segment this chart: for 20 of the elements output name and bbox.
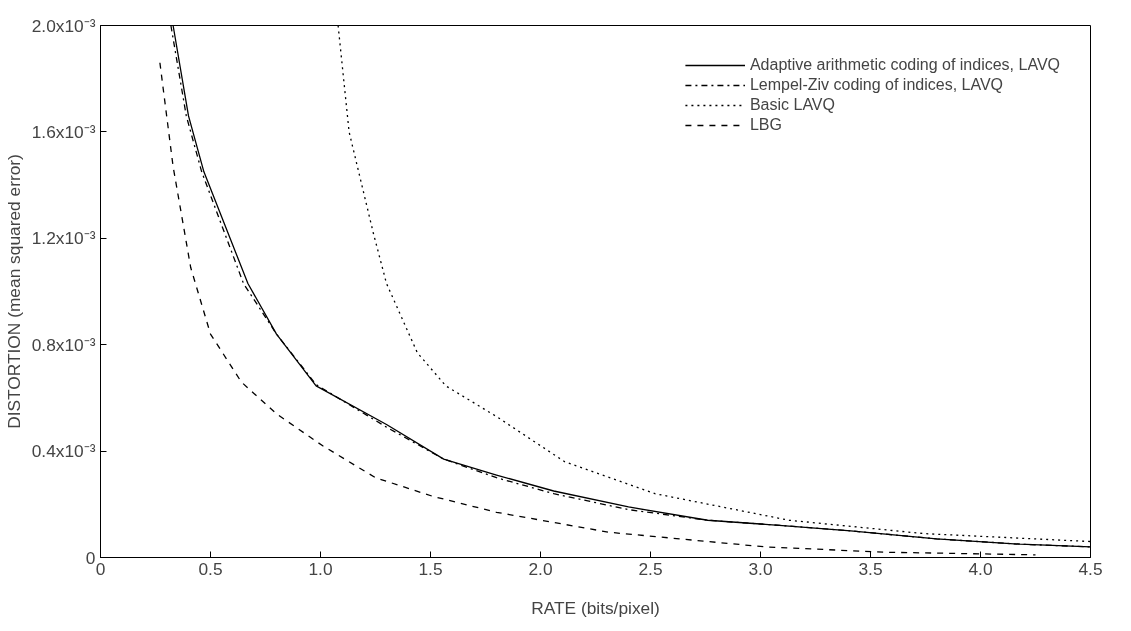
legend-label: Basic LAVQ [749,96,835,114]
x-axis-title: RATE (bits/pixel) [531,597,660,618]
x-tick-label: 4.0 [968,558,993,579]
x-tick-label: 4.5 [1078,558,1103,579]
x-tick-label: 3.5 [858,558,883,579]
y-axis-title: DISTORTION (mean squared error) [3,154,24,429]
x-tick-label: 1.5 [418,558,443,579]
legend-label: Adaptive arithmetic coding of indices, LAVQ [749,56,1060,74]
legend-label: LBG [749,116,782,134]
y-tick-label: 0.4x10⁻³ [31,441,96,462]
y-tick-label: 2.0x10⁻³ [31,15,96,36]
y-tick-label: 0.8x10⁻³ [31,334,96,355]
y-tick-label: 1.6x10⁻³ [31,121,96,142]
y-tick-label: 1.2x10⁻³ [31,228,96,249]
x-tick-label: 3.0 [748,558,773,579]
x-tick-label: 1.0 [308,558,333,579]
legend-label: Lempel-Ziv coding of indices, LAVQ [749,76,1004,94]
x-tick-label: 2.5 [638,558,663,579]
x-tick-label: 0.5 [198,558,223,579]
x-tick-label: 2.0 [528,558,553,579]
